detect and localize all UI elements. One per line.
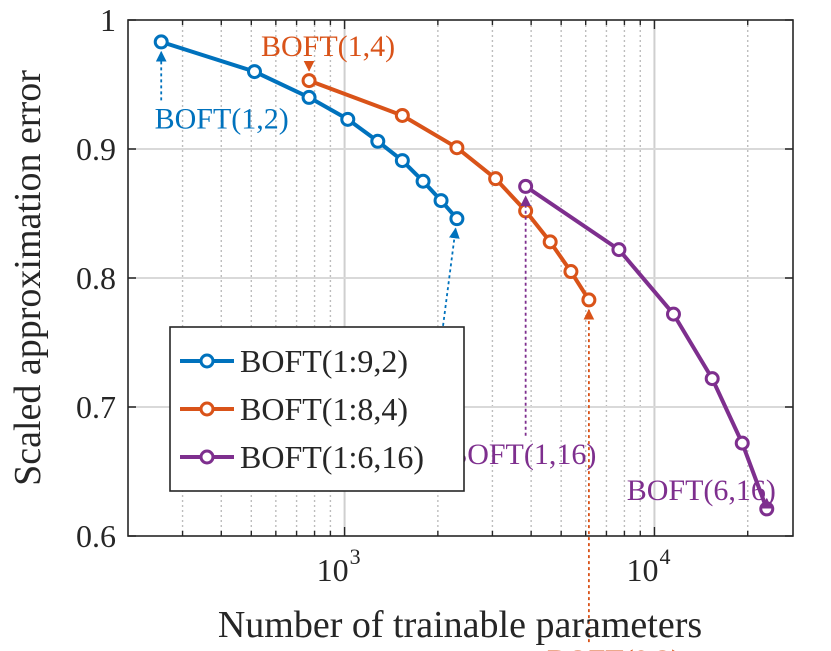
y-tick-label: 0.6 [76,518,116,554]
data-point [449,211,465,227]
series-group [301,73,597,308]
legend-entry: BOFT(1:8,4) [180,391,408,427]
data-point [301,73,317,89]
data-point [433,193,449,209]
legend-swatch-marker [199,353,215,369]
legend-swatch-marker [199,449,215,465]
data-point [370,133,386,149]
series-group [153,34,465,227]
annotation-label: BOFT(8,2) [547,644,681,651]
data-point [704,371,720,387]
data-point [542,234,558,250]
data-point [665,306,681,322]
x-tick-label: 10 4 [626,544,670,588]
data-point [563,264,579,280]
x-tick-exponent: 4 [659,544,670,569]
legend-label: BOFT(1:8,4) [240,391,408,427]
legend: BOFT(1:9,2) BOFT(1:8,4) BOFT(1:6,16) [169,326,465,492]
annotation-label: BOFT(1,2) [155,102,289,135]
annotation: BOFT(8,2) [547,308,681,651]
annotation: BOFT(6,16) [627,474,776,509]
annotation-label: BOFT(6,16) [627,474,776,507]
y-tick-label: 0.7 [76,389,116,425]
data-point [449,140,465,156]
data-point [246,64,262,80]
legend-entry: BOFT(1:6,16) [180,439,424,475]
x-tick-label: 10 3 [317,544,361,588]
data-point [394,153,410,169]
x-tick-base: 10 [317,552,349,588]
y-tick-label: 0.8 [76,260,116,296]
y-tick-label: 1 [100,2,116,38]
data-point [394,107,410,123]
legend-label: BOFT(1:6,16) [240,439,424,475]
annotation: BOFT(1,2) [155,50,289,135]
series-group [518,178,775,517]
annotation: BOFT(1,16) [447,195,596,471]
annotation-label: BOFT(1,4) [261,30,395,63]
data-point [611,242,627,258]
y-axis-label: Scaled approximation error [7,70,49,486]
y-tick-label: 0.9 [76,131,116,167]
legend-swatch-marker [199,401,215,417]
series-line [524,184,769,510]
data-point [340,111,356,127]
x-axis-label: Number of trainable parameters [218,604,702,646]
legend-label: BOFT(1:9,2) [240,343,408,379]
data-point [581,292,597,308]
annotation: BOFT(1,4) [261,30,395,72]
data-point [301,89,317,105]
x-tick-base: 10 [626,552,658,588]
data-point [153,34,169,50]
data-point [488,171,504,187]
series-layer [153,34,775,517]
data-point [734,435,750,451]
x-tick-exponent: 3 [350,544,361,569]
annotation-label: BOFT(1,16) [447,438,596,471]
data-point [415,173,431,189]
data-point [518,178,534,194]
legend-entry: BOFT(1:9,2) [180,343,408,379]
